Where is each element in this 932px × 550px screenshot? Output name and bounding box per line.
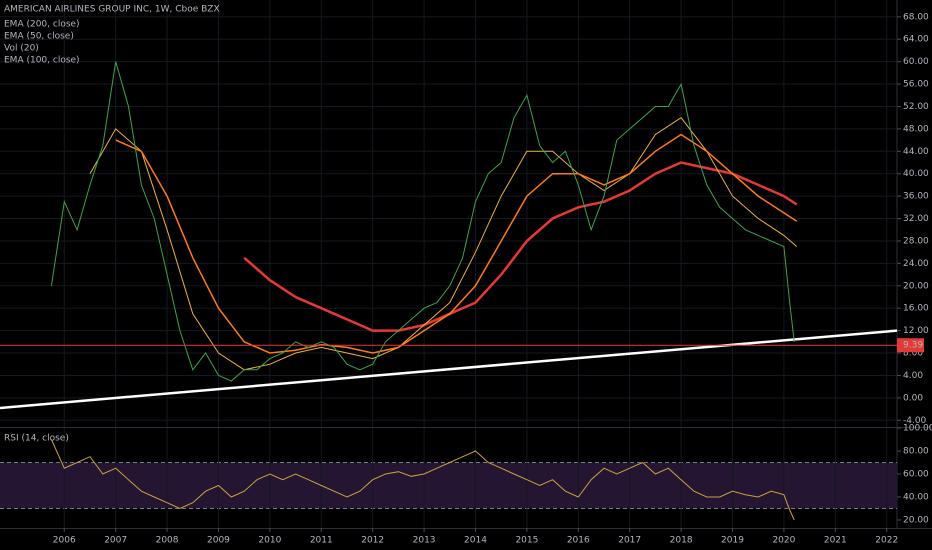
last-price-label: 9.39 [903,341,923,351]
x-tick-label: 2021 [824,536,847,546]
y-tick-label: 16.00 [903,304,929,314]
x-tick-label: 2008 [156,536,179,546]
rsi-band [0,462,897,509]
y-tick-label: 44.00 [903,147,929,157]
y-tick-label: 52.00 [903,102,929,112]
x-tick-label: 2015 [515,536,538,546]
y-tick-label: 36.00 [903,192,929,202]
legend-entry: Vol (20) [4,44,39,54]
y-tick-label: 24.00 [903,259,929,269]
trendline [0,329,898,410]
x-tick-label: 2012 [361,536,384,546]
chart-title: AMERICAN AIRLINES GROUP INC, 1W, Cboe BZ… [4,5,220,15]
y-tick-label: 12.00 [903,326,929,336]
y-tick-label: 20.00 [903,515,929,525]
y-tick-label: 68.00 [903,12,929,22]
y-tick-label: 48.00 [903,124,929,134]
x-tick-label: 2014 [464,536,487,546]
x-tick-label: 2010 [258,536,281,546]
y-tick-label: 8.00 [903,349,923,359]
y-tick-label: 20.00 [903,281,929,291]
x-tick-label: 2011 [310,536,333,546]
y-tick-label: 60.00 [903,57,929,67]
x-tick-label: 2020 [772,536,795,546]
y-tick-label: 64.00 [903,35,929,45]
pane-title: RSI (14, close) [4,434,69,444]
y-tick-label: 56.00 [903,80,929,90]
y-tick-label: 80.00 [903,446,929,456]
series-line [50,61,795,382]
x-tick-label: 2019 [721,536,744,546]
series-line [243,161,798,332]
legend-entry: EMA (200, close) [4,20,80,30]
y-tick-label: -4.00 [903,416,927,426]
x-tick-label: 2017 [618,536,641,546]
y-tick-label: 28.00 [903,236,929,246]
x-tick-label: 2022 [875,536,898,546]
series-line [89,117,798,371]
x-tick-label: 2006 [53,536,76,546]
y-tick-label: 40.00 [903,169,929,179]
x-tick-label: 2013 [413,536,436,546]
x-tick-label: 2018 [670,536,693,546]
y-tick-label: 0.00 [903,393,923,403]
y-tick-label: 60.00 [903,469,929,479]
y-tick-label: 4.00 [903,371,923,381]
legend-entry: EMA (100, close) [4,56,80,66]
y-tick-label: 32.00 [903,214,929,224]
y-tick-label: 40.00 [903,492,929,502]
series-line [115,133,798,354]
last-price-box [897,338,924,353]
series-line [50,439,795,521]
y-tick-label: 100.00 [903,424,932,434]
legend-entry: EMA (50, close) [4,32,74,42]
x-tick-label: 2007 [104,536,127,546]
x-tick-label: 2009 [207,536,230,546]
x-tick-label: 2016 [567,536,590,546]
